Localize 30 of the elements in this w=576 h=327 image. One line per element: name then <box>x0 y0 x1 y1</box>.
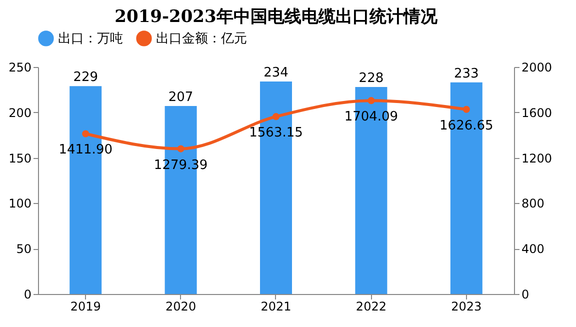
y2-tick-label: 800 <box>522 196 544 211</box>
point <box>272 113 280 120</box>
y-tick-label: 50 <box>16 242 32 256</box>
legend-label: 出口金额：亿元 <box>156 31 247 46</box>
data-label: 207 <box>168 90 194 106</box>
y-tick-label: 250 <box>8 60 32 74</box>
y2-tick-label: 0 <box>522 288 530 302</box>
data-label: 234 <box>264 66 288 81</box>
y-tick-label: 0 <box>24 288 32 302</box>
data-label: 233 <box>454 66 479 82</box>
x-tick-label: 2021 <box>260 300 292 314</box>
x-tick-label: 2023 <box>451 300 482 314</box>
y2-tick-label: 1200 <box>522 151 552 166</box>
point <box>462 106 470 113</box>
point <box>368 97 375 104</box>
data-label: 228 <box>358 70 384 86</box>
x-tick-label: 2022 <box>356 300 386 314</box>
chart-title: 2019-2023年中国电线电缆出口统计情况 <box>114 7 438 27</box>
y-tick-label: 200 <box>8 106 32 120</box>
x-tick-label: 2020 <box>166 300 196 314</box>
point <box>82 130 90 138</box>
y2-tick-label: 400 <box>522 242 544 256</box>
x-tick-label: 2019 <box>70 300 101 314</box>
y2-tick-label: 2000 <box>522 60 552 74</box>
y-tick-label: 150 <box>8 151 32 166</box>
point <box>177 145 184 152</box>
legend-label: 出口：万吨 <box>58 31 123 46</box>
data-label: 229 <box>73 70 98 86</box>
y2-tick-label: 1600 <box>522 106 552 120</box>
y-tick-label: 100 <box>8 196 32 211</box>
